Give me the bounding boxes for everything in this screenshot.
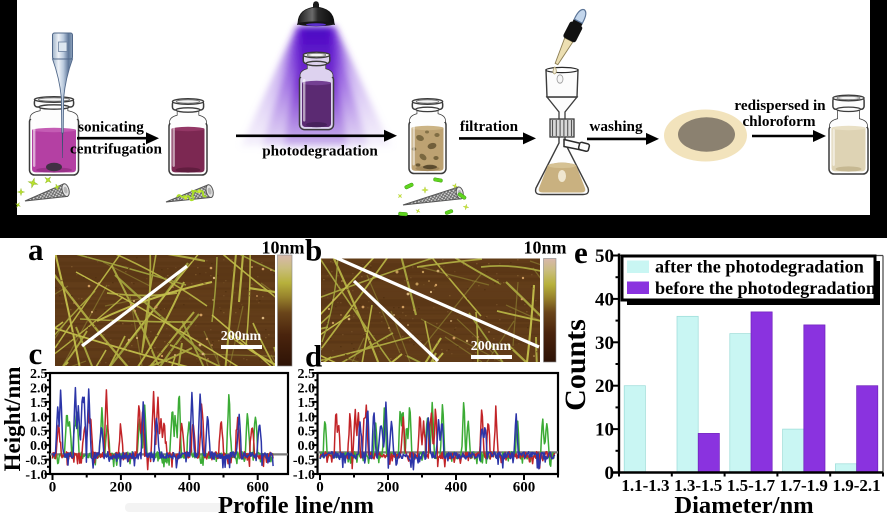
svg-text:0: 0 bbox=[316, 480, 324, 496]
svg-text:photodegradation: photodegradation bbox=[262, 143, 378, 160]
svg-text:e: e bbox=[574, 235, 588, 270]
svg-text:before the photodegradation: before the photodegradation bbox=[655, 278, 876, 298]
svg-text:50: 50 bbox=[595, 246, 614, 267]
svg-text:20: 20 bbox=[595, 376, 614, 397]
svg-text:0.0: 0.0 bbox=[298, 439, 316, 454]
svg-text:2.0: 2.0 bbox=[298, 381, 316, 396]
svg-text:10nm: 10nm bbox=[261, 238, 304, 258]
svg-text:0: 0 bbox=[605, 463, 615, 484]
svg-text:30: 30 bbox=[595, 333, 614, 354]
svg-text:2.0: 2.0 bbox=[30, 381, 48, 396]
svg-text:redispersed in: redispersed in bbox=[734, 97, 826, 114]
svg-text:1.5: 1.5 bbox=[298, 396, 316, 411]
svg-text:Height/nm: Height/nm bbox=[0, 367, 25, 472]
svg-text:1.7-1.9: 1.7-1.9 bbox=[780, 476, 828, 495]
svg-text:1.9-2.1: 1.9-2.1 bbox=[833, 476, 881, 495]
svg-text:chloroform: chloroform bbox=[742, 113, 815, 130]
svg-text:washing: washing bbox=[589, 118, 643, 135]
svg-text:after the photodegradation: after the photodegradation bbox=[655, 257, 864, 277]
svg-text:1.5: 1.5 bbox=[30, 396, 48, 411]
svg-text:1.1-1.3: 1.1-1.3 bbox=[621, 476, 669, 495]
svg-text:600: 600 bbox=[513, 480, 536, 496]
svg-text:d: d bbox=[305, 339, 322, 374]
svg-text:-1.0: -1.0 bbox=[25, 468, 47, 483]
svg-text:sonicating: sonicating bbox=[78, 119, 144, 136]
svg-text:0.0: 0.0 bbox=[30, 439, 48, 454]
svg-text:1.0: 1.0 bbox=[30, 410, 48, 425]
svg-text:0.5: 0.5 bbox=[298, 425, 316, 440]
svg-text:centrifugation: centrifugation bbox=[70, 141, 163, 158]
svg-text:-0.5: -0.5 bbox=[25, 454, 47, 469]
svg-text:200nm: 200nm bbox=[221, 329, 262, 344]
svg-text:40: 40 bbox=[595, 289, 614, 310]
svg-text:Diameter/nm: Diameter/nm bbox=[674, 492, 814, 519]
svg-text:filtration: filtration bbox=[460, 118, 519, 135]
svg-text:b: b bbox=[305, 233, 322, 268]
svg-text:Counts: Counts bbox=[559, 319, 592, 411]
svg-text:-0.5: -0.5 bbox=[293, 454, 315, 469]
svg-text:200: 200 bbox=[377, 480, 400, 496]
svg-text:1.0: 1.0 bbox=[298, 410, 316, 425]
svg-text:0.5: 0.5 bbox=[30, 425, 48, 440]
svg-text:10nm: 10nm bbox=[523, 238, 566, 258]
svg-text:a: a bbox=[28, 232, 44, 267]
svg-text:200: 200 bbox=[110, 480, 133, 496]
svg-text:400: 400 bbox=[178, 480, 201, 496]
svg-text:c: c bbox=[29, 336, 43, 371]
svg-text:2.5: 2.5 bbox=[30, 367, 48, 382]
svg-text:600: 600 bbox=[246, 480, 269, 496]
svg-text:10: 10 bbox=[595, 420, 614, 441]
svg-text:200nm: 200nm bbox=[471, 339, 512, 354]
svg-text:0: 0 bbox=[49, 480, 57, 496]
svg-text:1.5-1.7: 1.5-1.7 bbox=[727, 476, 776, 495]
svg-text:1.3-1.5: 1.3-1.5 bbox=[674, 476, 722, 495]
svg-text:Profile line/nm: Profile line/nm bbox=[218, 492, 374, 519]
svg-text:400: 400 bbox=[445, 480, 468, 496]
svg-text:-1.0: -1.0 bbox=[293, 468, 315, 483]
svg-text:2.5: 2.5 bbox=[298, 367, 316, 382]
